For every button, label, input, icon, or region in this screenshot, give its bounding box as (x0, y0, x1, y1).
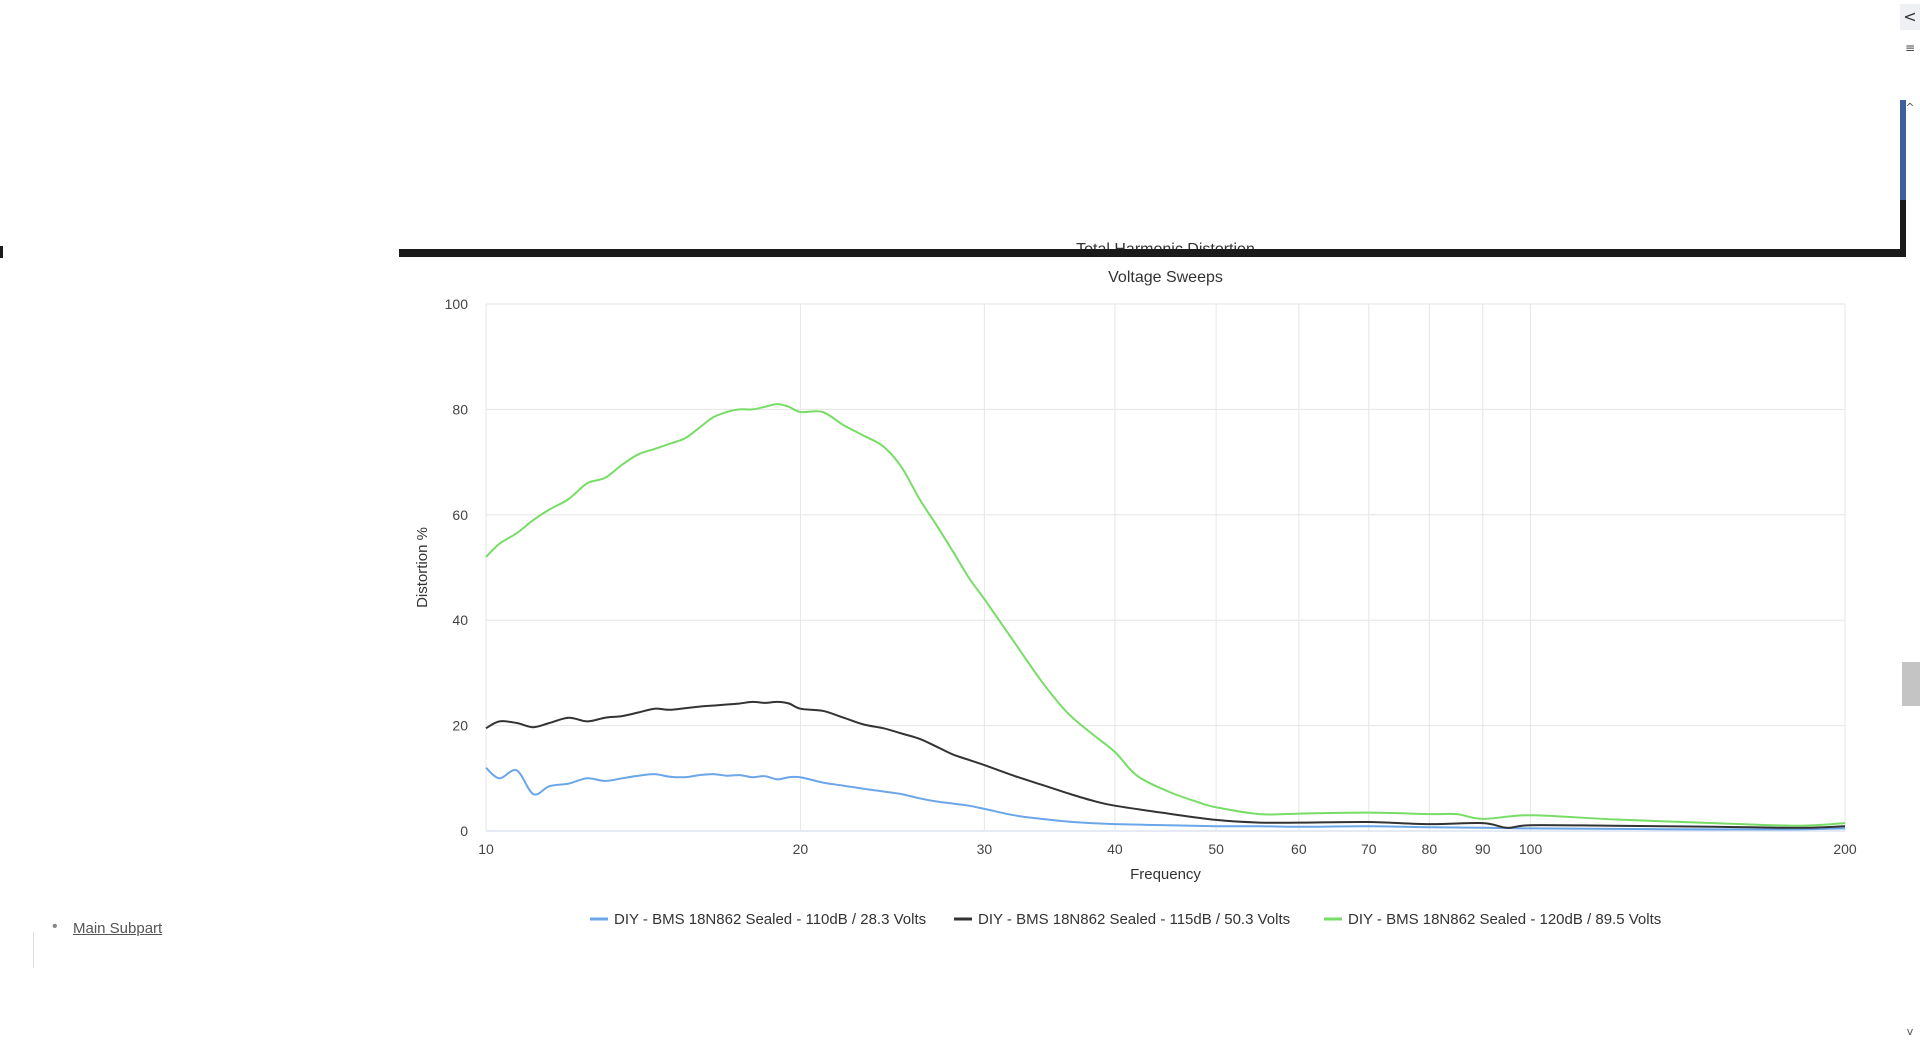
x-tick-label: 60 (1291, 841, 1307, 857)
series-line-2 (485, 700, 1846, 829)
scroll-up-icon[interactable]: ^ (1905, 101, 1915, 114)
sidebar-divider (33, 932, 34, 968)
gridlines (485, 303, 1846, 832)
y-axis-title: Distortion % (414, 527, 431, 608)
menu-icon[interactable]: ≡ (1904, 41, 1916, 55)
x-tick-label: 30 (977, 841, 993, 857)
series-lines (485, 403, 1846, 831)
x-tick-label: 90 (1475, 841, 1491, 857)
y-tick-label: 80 (452, 401, 468, 417)
legend-item-label: DIY - BMS 18N862 Sealed - 120dB / 89.5 V… (1348, 911, 1661, 928)
y-tick-label: 20 (452, 718, 468, 734)
scroll-down-icon[interactable]: v (1906, 1025, 1914, 1038)
accent-strip (1900, 100, 1906, 200)
x-axis-title: Frequency (1130, 866, 1201, 883)
series-line-1 (485, 767, 1846, 831)
chart-legend: DIY - BMS 18N862 Sealed - 110dB / 28.3 V… (590, 911, 1661, 928)
x-tick-label: 40 (1107, 841, 1123, 857)
overlay-frame-edge (1900, 200, 1906, 254)
sidebar-link[interactable]: Main Subpart (73, 920, 163, 937)
x-tick-label: 100 (1519, 841, 1543, 857)
scrollbar-thumb[interactable] (1902, 662, 1920, 706)
y-tick-label: 40 (452, 612, 468, 628)
overlay-frame-bottom (399, 249, 1906, 257)
chart-subtitle: Voltage Sweeps (1108, 269, 1223, 286)
y-tick-label: 0 (460, 823, 468, 839)
x-tick-label: 20 (793, 841, 809, 857)
y-tick-label: 60 (452, 507, 468, 523)
x-tick-label: 50 (1208, 841, 1224, 857)
legend-item-label: DIY - BMS 18N862 Sealed - 110dB / 28.3 V… (614, 911, 926, 928)
series-line-3 (485, 403, 1846, 827)
x-tick-label: 80 (1422, 841, 1438, 857)
right-panel-rail: < ≡ ^ v (1900, 0, 1920, 1040)
list-bullet: • (52, 918, 58, 935)
thd-chart: Total Harmonic Distortion Voltage Sweeps… (414, 241, 1857, 928)
collapse-panel-icon[interactable]: < (1900, 4, 1920, 30)
y-tick-label: 100 (445, 296, 469, 312)
x-tick-label: 200 (1833, 841, 1857, 857)
axes: 0 20 40 60 80 100 10 20 30 40 50 60 70 80 90 100 200 (445, 296, 1857, 857)
left-edge-marker (0, 246, 3, 258)
legend-item-label: DIY - BMS 18N862 Sealed - 115dB / 50.3 V… (978, 911, 1290, 928)
x-tick-label: 70 (1361, 841, 1377, 857)
x-tick-label: 10 (478, 841, 494, 857)
